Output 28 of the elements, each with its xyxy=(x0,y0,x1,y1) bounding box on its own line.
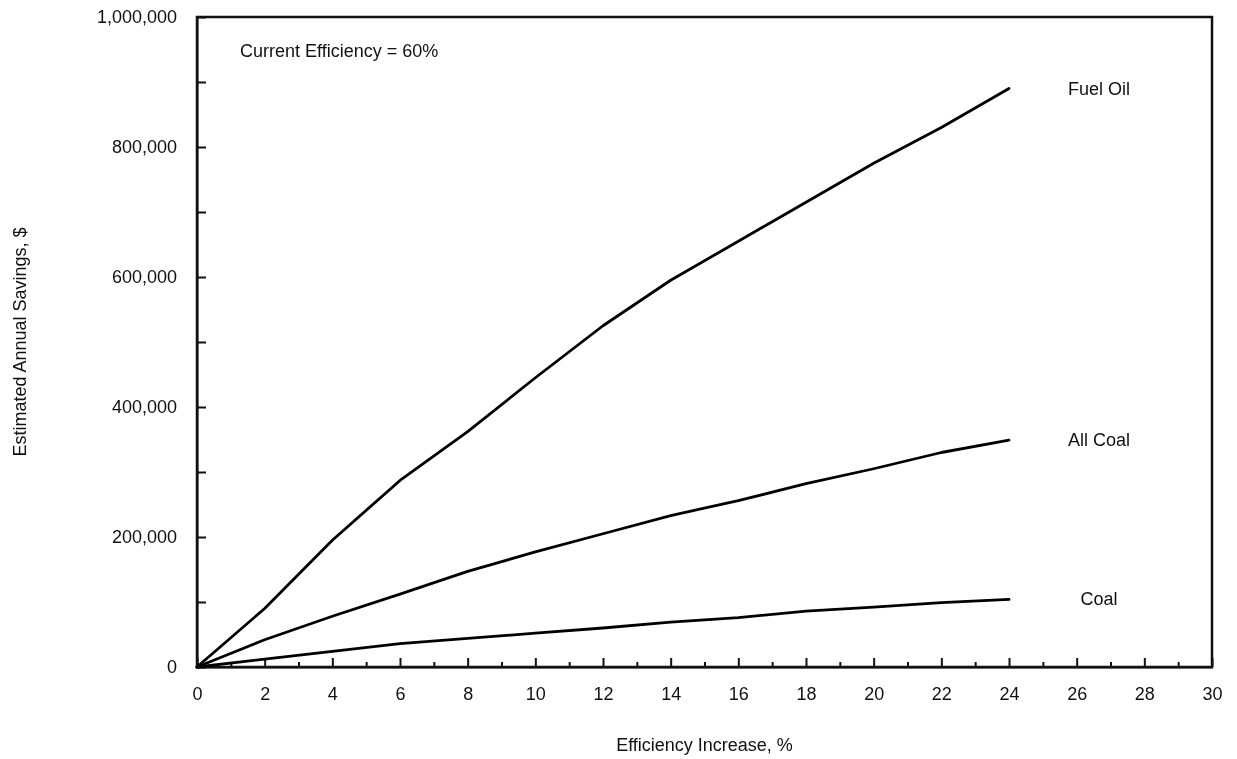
x-tick-label: 16 xyxy=(728,683,749,704)
x-tick-label: 20 xyxy=(864,683,885,704)
y-tick-label: 0 xyxy=(166,657,177,678)
x-tick-label: 18 xyxy=(796,683,817,704)
x-tick-label: 14 xyxy=(661,683,682,704)
x-tick-label: 22 xyxy=(931,683,952,704)
x-tick-label: 6 xyxy=(395,683,406,704)
x-tick-label: 8 xyxy=(463,683,474,704)
x-tick-label: 4 xyxy=(327,683,338,704)
x-tick-label: 28 xyxy=(1134,683,1155,704)
text: Fuel Oil xyxy=(1067,78,1131,99)
x-tick-label: 24 xyxy=(999,683,1020,704)
x-tick-label: 10 xyxy=(525,683,546,704)
x-tick-label: 2 xyxy=(260,683,271,704)
y-tick-label: 800,000 xyxy=(111,137,177,158)
x-axis-title: Efficiency Increase, % xyxy=(616,735,793,755)
text: All Coal xyxy=(1067,430,1131,451)
y-tick-label: 400,000 xyxy=(111,397,177,418)
y-tick-label: 1,000,000 xyxy=(96,7,177,28)
x-tick-label: 26 xyxy=(1067,683,1088,704)
annotation: Current Efficiency = 60% xyxy=(240,41,439,61)
text: Coal xyxy=(1080,589,1118,610)
x-tick-label: 0 xyxy=(192,683,203,704)
x-tick-label: 30 xyxy=(1202,683,1223,704)
y-tick-label: 200,000 xyxy=(111,527,177,548)
y-axis-title: Estimated Annual Savings, $ xyxy=(10,227,30,457)
x-tick-label: 12 xyxy=(593,683,614,704)
y-tick-label: 600,000 xyxy=(111,267,177,288)
